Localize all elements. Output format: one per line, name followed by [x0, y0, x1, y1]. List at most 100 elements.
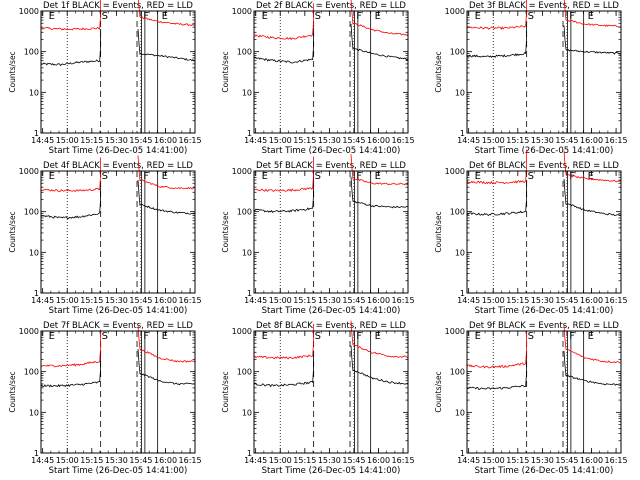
plot-frame — [466, 10, 622, 134]
y-tick-label: 1000 — [19, 7, 39, 16]
x-axis-label: Start Time (26-Dec-05 14:41:00) — [475, 466, 614, 476]
x-tick-label: 15:00 — [482, 136, 505, 145]
x-tick-label: 14:45 — [31, 456, 54, 465]
series-line-events — [350, 176, 409, 209]
x-tick-label: 15:15 — [506, 456, 529, 465]
marker-label-e: E — [49, 11, 55, 22]
x-tick-label: 15:00 — [56, 456, 79, 465]
series-line-events — [137, 349, 196, 386]
series-line-lld — [466, 0, 527, 31]
y-axis-label: Counts/sec — [8, 371, 17, 412]
x-tick-label: 15:00 — [482, 456, 505, 465]
x-tick-label: 15:45 — [129, 456, 152, 465]
y-tick-label: 1000 — [19, 327, 39, 336]
series-line-lld — [137, 155, 196, 190]
series-line-lld — [466, 331, 528, 369]
series-line-events — [253, 176, 315, 213]
marker-label-f: F — [143, 11, 149, 22]
y-axis-label: Counts/sec — [8, 211, 17, 252]
marker-label-e: E — [475, 171, 481, 182]
x-tick-label: 14:45 — [31, 136, 54, 145]
x-tick-label: 15:00 — [56, 296, 79, 305]
x-tick-label: 16:00 — [367, 456, 390, 465]
marker-label-s: S — [102, 331, 108, 342]
x-tick-label: 16:15 — [605, 456, 628, 465]
x-tick-label: 16:00 — [580, 296, 603, 305]
series-line-events — [350, 345, 409, 385]
series-line-events — [253, 350, 315, 388]
y-tick-label: 100 — [24, 208, 39, 217]
x-tick-label: 14:45 — [457, 136, 480, 145]
series-line-lld — [350, 320, 409, 358]
x-tick-label: 15:45 — [342, 136, 365, 145]
marker-label-s: S — [315, 171, 321, 182]
series-line-lld — [466, 149, 528, 185]
x-tick-label: 15:45 — [555, 136, 578, 145]
marker-label-f: F — [356, 331, 362, 342]
marker-label-e: E — [49, 331, 55, 342]
y-tick-label: 10 — [242, 408, 252, 417]
y-tick-label: 1000 — [232, 167, 252, 176]
series-line-lld — [253, 323, 315, 360]
marker-label-s: S — [315, 11, 321, 22]
y-tick-label: 1000 — [445, 167, 465, 176]
chart-title: Det 1f BLACK = Events, RED = LLD — [43, 1, 193, 11]
y-tick-label: 10 — [29, 88, 39, 97]
y-tick-label: 10 — [242, 248, 252, 257]
marker-label-e: E — [49, 171, 55, 182]
x-tick-label: 15:00 — [269, 136, 292, 145]
x-tick-label: 15:30 — [531, 456, 554, 465]
x-tick-label: 15:00 — [482, 296, 505, 305]
plot-frame — [253, 330, 409, 454]
series-line-lld — [40, 157, 102, 193]
x-axis-label: Start Time (26-Dec-05 14:41:00) — [262, 146, 401, 156]
y-tick-label: 100 — [450, 368, 465, 377]
marker-label-e: E — [262, 331, 268, 342]
marker-label-f: F — [143, 331, 149, 342]
y-tick-label: 1 — [247, 129, 252, 138]
marker-label-e: E — [588, 11, 594, 22]
plot-frame — [253, 10, 409, 134]
marker-label-f: F — [356, 171, 362, 182]
x-tick-label: 15:45 — [342, 456, 365, 465]
y-tick-label: 1000 — [445, 327, 465, 336]
series-line-events — [466, 21, 528, 58]
x-axis-label: Start Time (26-Dec-05 14:41:00) — [49, 146, 188, 156]
series-line-events — [466, 180, 528, 216]
x-tick-label: 15:45 — [129, 136, 152, 145]
series-line-lld — [563, 325, 622, 364]
chart-title: Det 9f BLACK = Events, RED = LLD — [469, 321, 619, 331]
x-tick-label: 16:15 — [179, 456, 202, 465]
x-tick-label: 15:15 — [506, 136, 529, 145]
y-tick-label: 1 — [247, 289, 252, 298]
series-line-lld — [253, 3, 315, 41]
y-axis-label: Counts/sec — [434, 51, 443, 92]
y-tick-label: 1 — [460, 129, 465, 138]
marker-label-e: E — [162, 331, 168, 342]
y-tick-label: 10 — [455, 88, 465, 97]
x-tick-label: 16:15 — [179, 296, 202, 305]
x-tick-label: 16:00 — [367, 136, 390, 145]
chart-title: Det 3f BLACK = Events, RED = LLD — [469, 1, 619, 11]
x-tick-label: 15:15 — [80, 456, 103, 465]
x-axis-label: Start Time (26-Dec-05 14:41:00) — [49, 466, 188, 476]
plot-frame — [40, 10, 196, 134]
x-tick-label: 16:15 — [392, 456, 415, 465]
marker-label-s: S — [102, 171, 108, 182]
x-tick-label: 16:15 — [392, 296, 415, 305]
x-tick-label: 16:00 — [154, 136, 177, 145]
y-axis-label: Counts/sec — [221, 51, 230, 92]
x-tick-label: 16:15 — [605, 296, 628, 305]
y-tick-label: 1 — [460, 449, 465, 458]
marker-label-s: S — [528, 331, 534, 342]
chart-title: Det 8f BLACK = Events, RED = LLD — [256, 321, 406, 331]
y-tick-label: 10 — [242, 88, 252, 97]
x-tick-label: 14:45 — [244, 136, 267, 145]
y-tick-label: 1 — [34, 449, 39, 458]
series-line-lld — [563, 0, 622, 28]
chart-title: Det 6f BLACK = Events, RED = LLD — [469, 161, 619, 171]
